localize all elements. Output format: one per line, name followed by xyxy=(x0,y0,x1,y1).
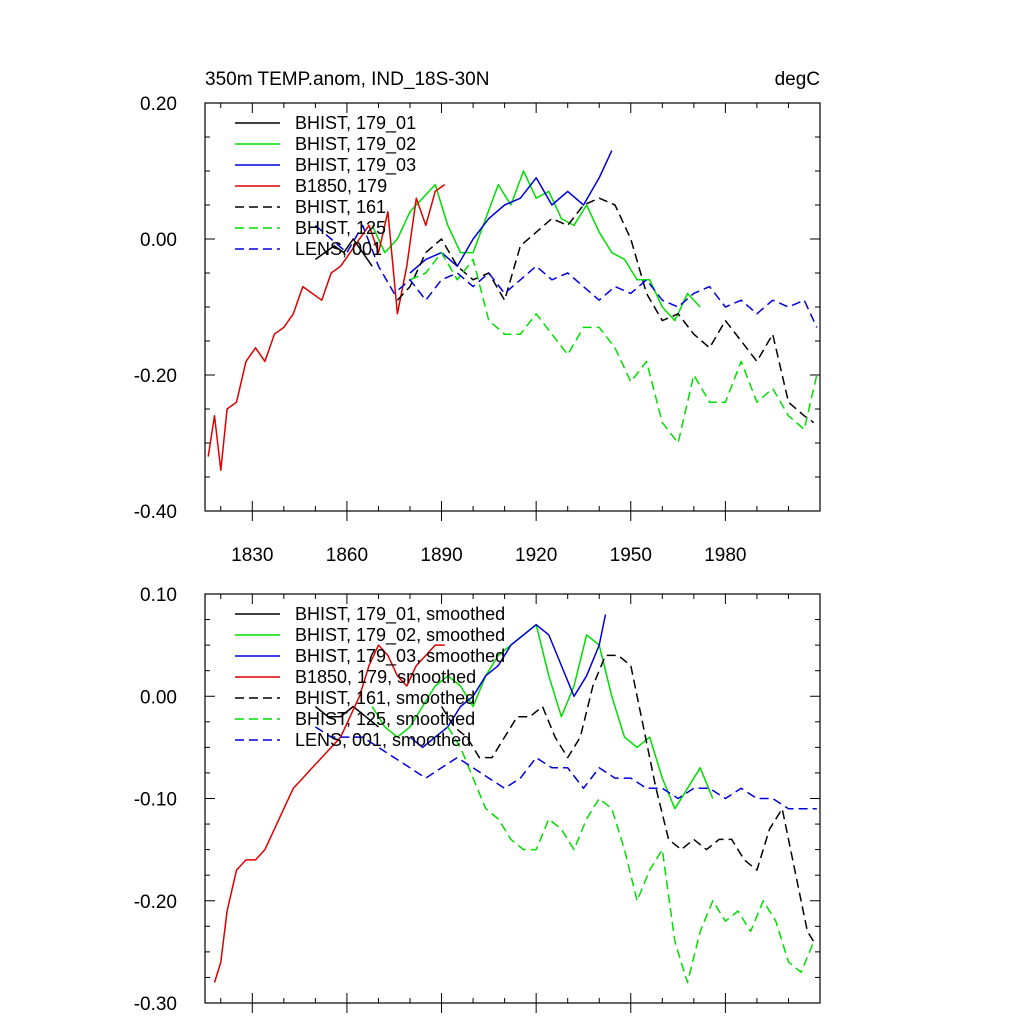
series-line-6 xyxy=(314,224,818,328)
y-tick-label: 0.00 xyxy=(140,687,177,708)
x-tick-label: 1860 xyxy=(326,545,368,566)
legend-entry-4: BHIST, 161 xyxy=(295,197,386,217)
x-tick-label: 1920 xyxy=(515,545,557,566)
x-tick-label: 1830 xyxy=(231,545,273,566)
y-tick-label: -0.20 xyxy=(134,892,177,913)
legend-entry-0: BHIST, 179_01 xyxy=(295,113,416,134)
legend-entry-5: BHIST, 125 xyxy=(295,218,386,238)
legend-entry-2: BHIST, 179_03, smoothed xyxy=(295,646,505,667)
series-line-1 xyxy=(371,170,701,322)
y-tick-label: 0.00 xyxy=(140,230,177,251)
series-line-0 xyxy=(314,705,379,728)
x-tick-label: 1890 xyxy=(420,545,462,566)
legend-entry-0: BHIST, 179_01, smoothed xyxy=(295,604,505,625)
series-line-1 xyxy=(371,623,714,810)
y-tick-label: 0.20 xyxy=(140,94,177,115)
legend-entry-1: BHIST, 179_02, smoothed xyxy=(295,625,505,646)
legend-entry-5: BHIST, 125, smoothed xyxy=(295,709,475,729)
legend-entry-1: BHIST, 179_02 xyxy=(295,134,416,155)
chart-title: 350m TEMP.anom, IND_18S-30N xyxy=(205,69,489,90)
series-line-2 xyxy=(409,614,607,749)
series-line-2 xyxy=(409,150,613,274)
legend-entry-6: LENS, 001, smoothed xyxy=(295,730,471,750)
series-line-6 xyxy=(314,726,817,810)
y-tick-label: 0.10 xyxy=(140,585,177,606)
x-tick-label: 1950 xyxy=(610,545,652,566)
top-panel: -0.40 -0.20 0.00 0.20 1830 1860 1890 1920 1950 19… xyxy=(134,69,821,566)
legend-entry-4: BHIST, 161, smoothed xyxy=(295,688,475,708)
y-tick-label: -0.30 xyxy=(134,994,177,1015)
legend-entry-2: BHIST, 179_03 xyxy=(295,155,416,176)
units-label: degC xyxy=(775,69,820,90)
x-tick-label: 1980 xyxy=(704,545,746,566)
series-line-3 xyxy=(207,183,446,471)
series-line-4 xyxy=(396,197,815,424)
series-line-5 xyxy=(447,726,815,984)
series-line-0 xyxy=(314,238,373,267)
bottom-panel: -0.30 -0.20 -0.10 0.00 0.10 BHIST, 179_01, sm… xyxy=(134,585,821,1015)
y-tick-label: -0.10 xyxy=(134,790,177,811)
y-tick-label: -0.40 xyxy=(134,502,177,523)
series-line-5 xyxy=(409,251,818,444)
series-line-4 xyxy=(440,654,815,942)
series-line-3 xyxy=(213,644,445,983)
legend-entry-3: B1850, 179 xyxy=(295,176,387,196)
y-tick-label: -0.20 xyxy=(134,366,177,387)
legend-entry-3: B1850, 179, smoothed xyxy=(295,667,476,687)
legend-entry-6: LENS, 001 xyxy=(295,239,382,259)
